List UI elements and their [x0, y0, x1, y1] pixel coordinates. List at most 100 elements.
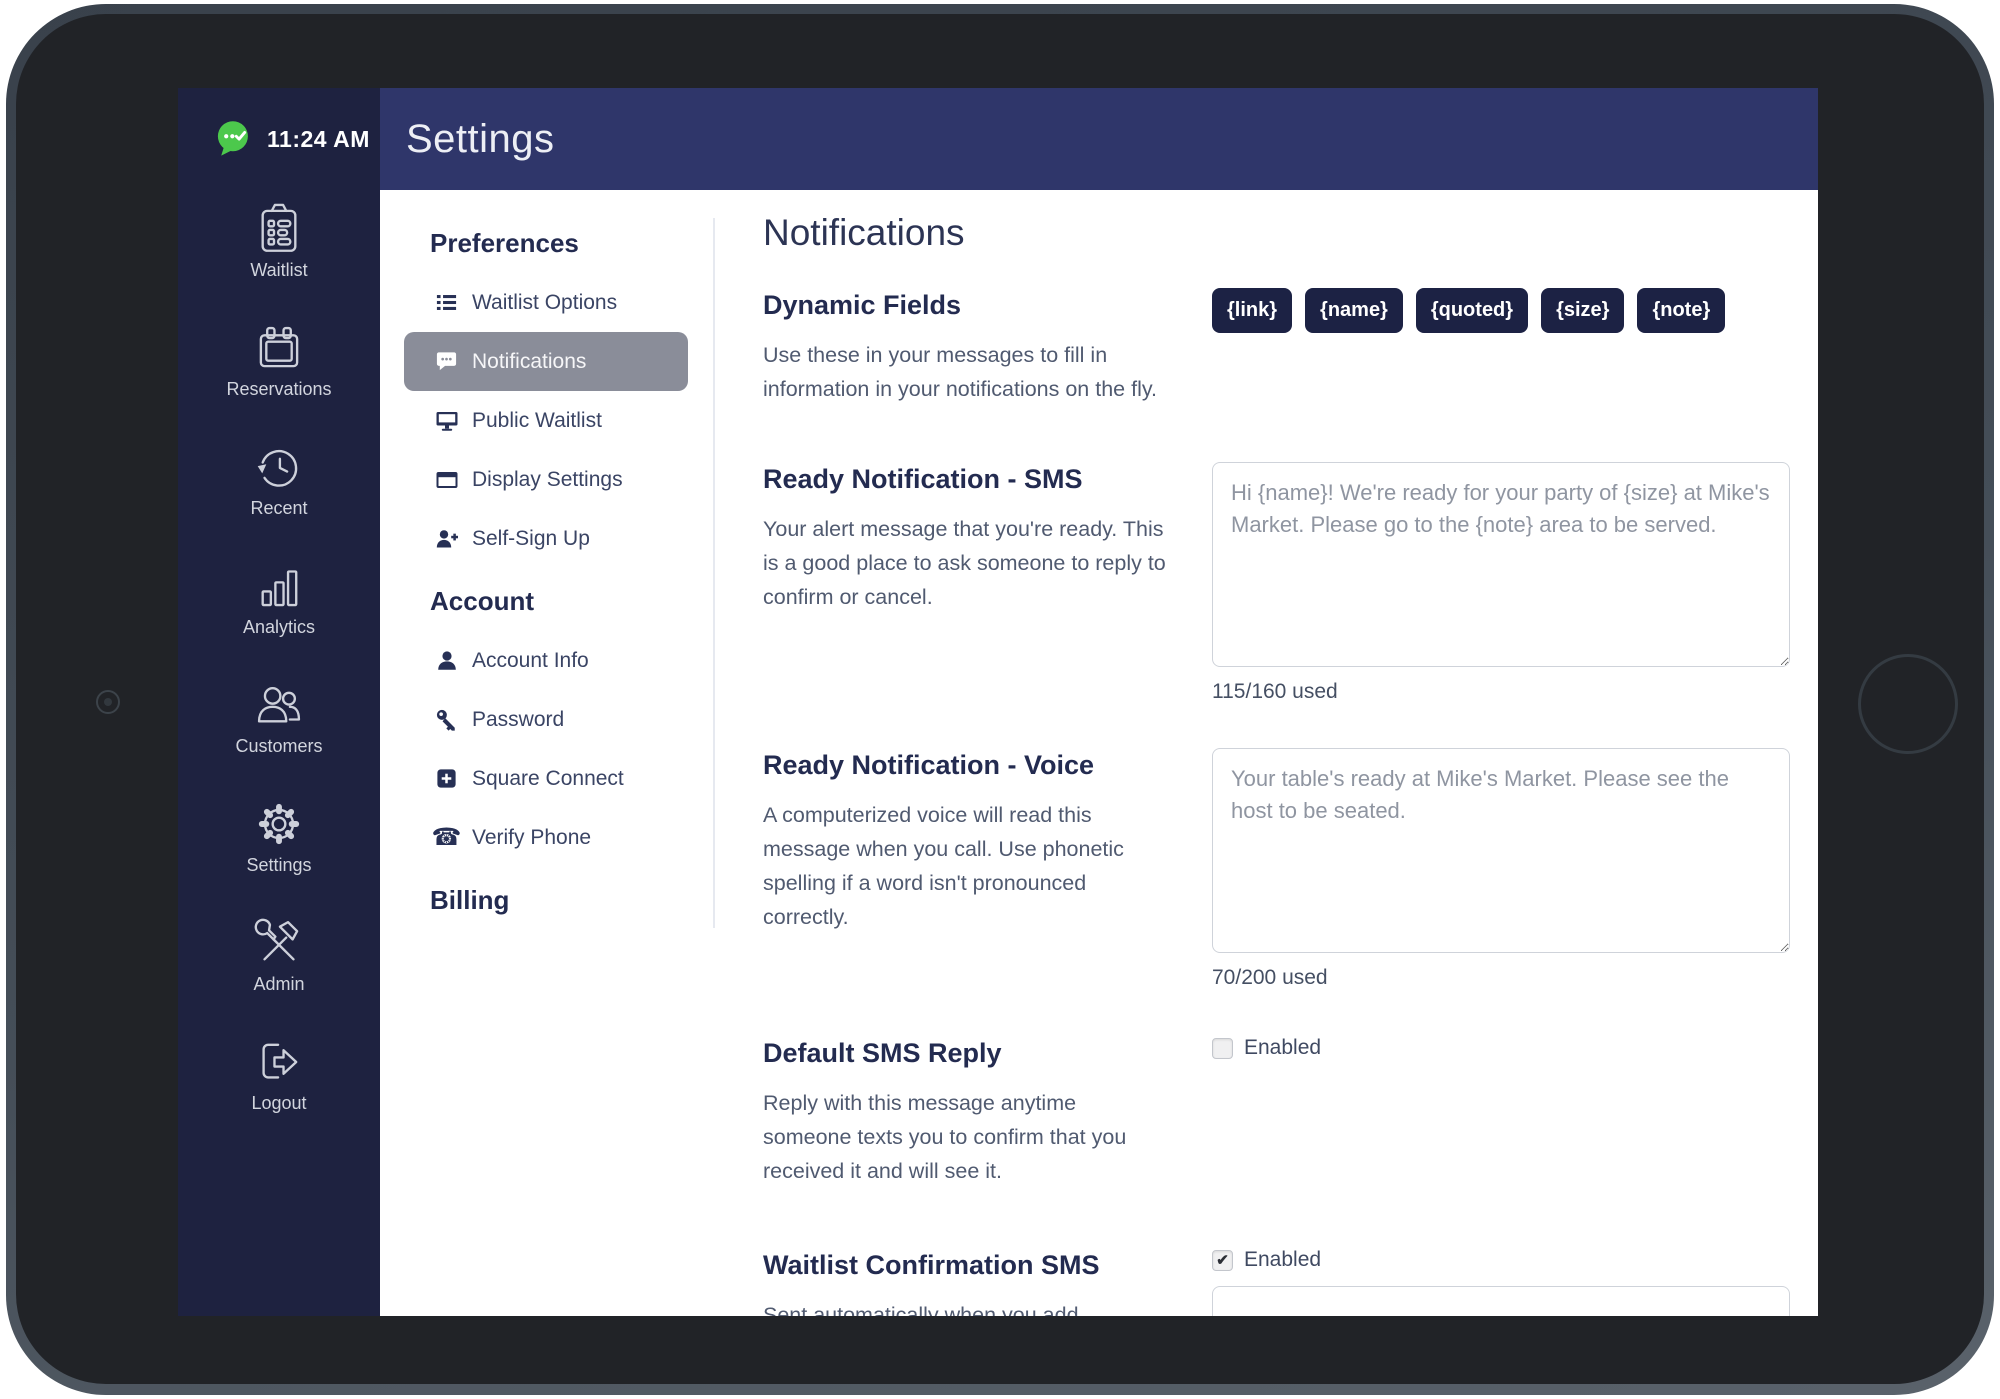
customers-people-icon — [250, 676, 308, 734]
sidebar-item-logout[interactable]: Logout — [178, 1033, 380, 1152]
waitlist-clipboard-icon — [250, 200, 308, 258]
recent-history-icon — [250, 438, 308, 496]
nav-item-public-waitlist[interactable]: Public Waitlist — [404, 391, 688, 450]
app-screen: 11:24 AM Waitlist — [178, 88, 1818, 1316]
ready-voice-section: Ready Notification - Voice A computerize… — [763, 748, 1790, 990]
person-plus-icon — [434, 526, 459, 551]
section-description: Use these in your messages to fill in in… — [763, 343, 1157, 401]
sidebar-item-label: Logout — [251, 1093, 307, 1113]
nav-item-label: Notifications — [472, 349, 587, 373]
ready-sms-section: Ready Notification - SMS Your alert mess… — [763, 462, 1790, 704]
section-heading: Dynamic Fields — [763, 290, 962, 320]
desktop-icon — [434, 408, 459, 433]
dynamic-field-tags: {link} {name} {quoted} {size} {note} — [1212, 288, 1790, 333]
checkbox-label: Enabled — [1244, 1248, 1322, 1271]
nav-item-label: Square Connect — [472, 766, 624, 790]
sidebar-menu: Waitlist Reservations — [178, 190, 380, 1152]
nav-section-heading: Account — [430, 586, 534, 616]
analytics-bars-icon — [250, 557, 308, 615]
sidebar-item-label: Admin — [253, 974, 305, 994]
reservations-calendar-icon — [250, 319, 308, 377]
sidebar-item-admin[interactable]: Admin — [178, 914, 380, 1033]
tag-link[interactable]: {link} — [1212, 288, 1293, 333]
comment-icon — [434, 349, 459, 374]
default-sms-reply-section: Default SMS Reply Reply with this messag… — [763, 1036, 1790, 1188]
notifications-panel: Notifications Dynamic Fields Use these i… — [713, 190, 1818, 1316]
admin-tools-icon — [250, 914, 308, 972]
workspace: Preferences Waitlist Options — [380, 190, 1818, 1316]
status-bar: 11:24 AM — [178, 88, 380, 190]
ready-voice-usage-counter: 70/200 used — [1212, 966, 1328, 989]
nav-section-heading: Preferences — [430, 228, 579, 258]
settings-gear-icon — [250, 795, 308, 853]
waitlist-confirmation-section: Waitlist Confirmation SMS Sent automatic… — [763, 1248, 1790, 1316]
nav-item-label: Account Info — [472, 648, 589, 672]
sidebar-item-label: Reservations — [226, 379, 332, 399]
phone-icon: ☎ — [431, 823, 462, 851]
sidebar-item-recent[interactable]: Recent — [178, 438, 380, 557]
square-plus-icon — [434, 766, 459, 791]
sidebar-item-settings[interactable]: Settings — [178, 795, 380, 914]
dynamic-fields-section: Dynamic Fields Use these in your message… — [763, 288, 1790, 406]
nav-item-display-settings[interactable]: Display Settings — [404, 450, 688, 509]
tag-name[interactable]: {name} — [1305, 288, 1403, 333]
clock-time: 11:24 AM — [267, 125, 370, 152]
nav-item-label: Public Waitlist — [472, 408, 602, 432]
section-description: A computerized voice will read this mess… — [763, 803, 1124, 929]
default-sms-reply-enabled-row: Enabled — [1212, 1036, 1790, 1060]
list-icon — [434, 290, 459, 315]
nav-content-divider — [713, 218, 715, 928]
nav-item-account-info[interactable]: Account Info — [404, 631, 688, 690]
logout-arrow-icon — [250, 1033, 308, 1091]
sidebar-item-label: Customers — [235, 736, 323, 756]
section-description: Your alert message that you're ready. Th… — [763, 517, 1166, 609]
section-description: Reply with this message anytime someone … — [763, 1091, 1127, 1183]
chat-status-icon — [214, 119, 254, 159]
section-description-partial: Sent automatically when you add — [763, 1303, 1079, 1316]
section-heading: Ready Notification - SMS — [763, 464, 1083, 494]
sidebar-item-reservations[interactable]: Reservations — [178, 319, 380, 438]
window-icon — [434, 467, 459, 492]
waitlist-confirmation-textarea[interactable] — [1212, 1286, 1790, 1316]
sidebar-item-label: Recent — [250, 498, 308, 518]
nav-item-label: Display Settings — [472, 467, 623, 491]
nav-item-waitlist-options[interactable]: Waitlist Options — [404, 273, 688, 332]
nav-item-verify-phone[interactable]: ☎ Verify Phone — [404, 808, 688, 867]
tag-note[interactable]: {note} — [1637, 288, 1726, 333]
key-icon — [434, 707, 459, 732]
section-heading: Default SMS Reply — [763, 1038, 1002, 1068]
nav-item-notifications[interactable]: Notifications — [404, 332, 688, 391]
home-button — [1858, 654, 1958, 754]
tag-quoted[interactable]: {quoted} — [1415, 288, 1529, 333]
tag-size[interactable]: {size} — [1541, 288, 1625, 333]
panel-title: Notifications — [763, 212, 965, 253]
section-heading: Waitlist Confirmation SMS — [763, 1250, 1100, 1280]
nav-item-label: Verify Phone — [472, 825, 592, 849]
nav-item-label: Password — [472, 707, 565, 731]
sidebar-item-analytics[interactable]: Analytics — [178, 557, 380, 676]
checkbox-label: Enabled — [1244, 1036, 1322, 1059]
nav-item-password[interactable]: Password — [404, 690, 688, 749]
app-header: Settings — [380, 88, 1818, 190]
ready-sms-textarea[interactable]: Hi {name}! We're ready for your party of… — [1212, 462, 1790, 667]
nav-item-self-sign-up[interactable]: Self-Sign Up — [404, 509, 688, 568]
waitlist-confirmation-enabled-checkbox[interactable] — [1212, 1249, 1233, 1271]
sidebar: 11:24 AM Waitlist — [178, 88, 380, 1316]
sidebar-item-customers[interactable]: Customers — [178, 676, 380, 795]
nav-section-heading: Billing — [430, 885, 510, 915]
section-heading: Ready Notification - Voice — [763, 750, 1095, 780]
sidebar-item-waitlist[interactable]: Waitlist — [178, 200, 380, 319]
sidebar-item-label: Analytics — [242, 617, 316, 637]
settings-nav: Preferences Waitlist Options — [380, 190, 713, 1316]
page-title: Settings — [406, 116, 555, 161]
sidebar-item-label: Waitlist — [250, 260, 308, 280]
person-icon — [434, 648, 459, 673]
nav-item-square-connect[interactable]: Square Connect — [404, 749, 688, 808]
ready-voice-textarea[interactable]: Your table's ready at Mike's Market. Ple… — [1212, 748, 1790, 953]
waitlist-confirmation-enabled-row: Enabled — [1212, 1248, 1790, 1272]
default-sms-reply-enabled-checkbox[interactable] — [1212, 1037, 1233, 1059]
front-camera — [96, 690, 120, 714]
nav-item-label: Self-Sign Up — [472, 526, 590, 550]
sidebar-item-label: Settings — [246, 855, 312, 875]
